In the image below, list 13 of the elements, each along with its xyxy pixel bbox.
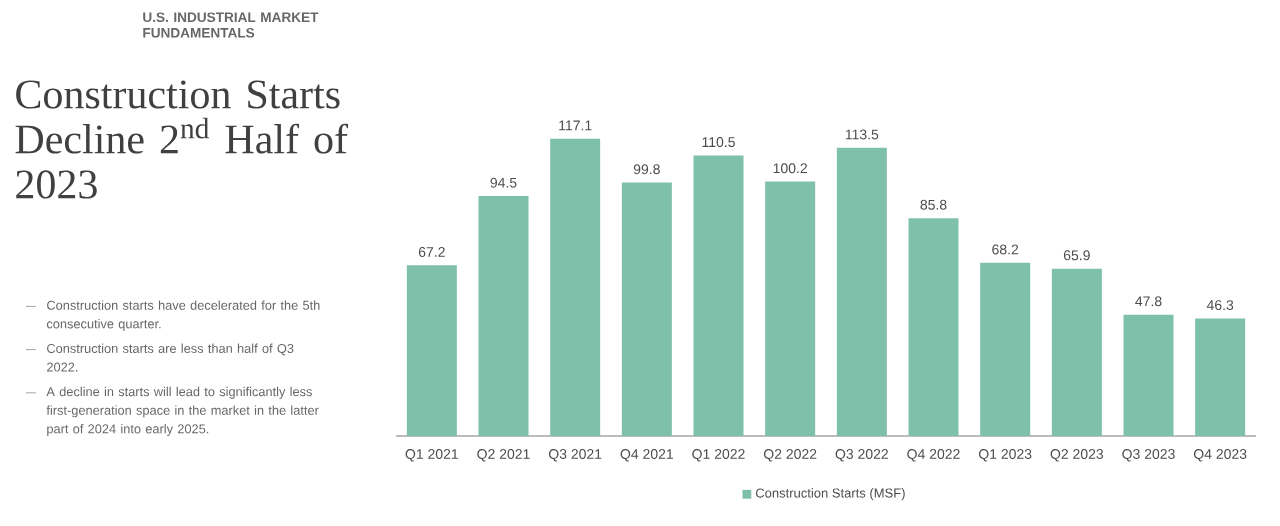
bar [1123, 314, 1174, 436]
bar [693, 155, 744, 436]
bar [550, 138, 601, 436]
chart-title: Construction Starts Decline 2$^{nd}$ Half of 2023 [15, 80, 348, 199]
bar [836, 147, 887, 436]
bar [908, 218, 959, 436]
bar [406, 265, 457, 436]
bar [980, 262, 1031, 436]
bar [621, 182, 672, 436]
bar [765, 181, 816, 436]
bar [1195, 318, 1246, 436]
bar [478, 196, 529, 436]
bar [1051, 268, 1102, 436]
